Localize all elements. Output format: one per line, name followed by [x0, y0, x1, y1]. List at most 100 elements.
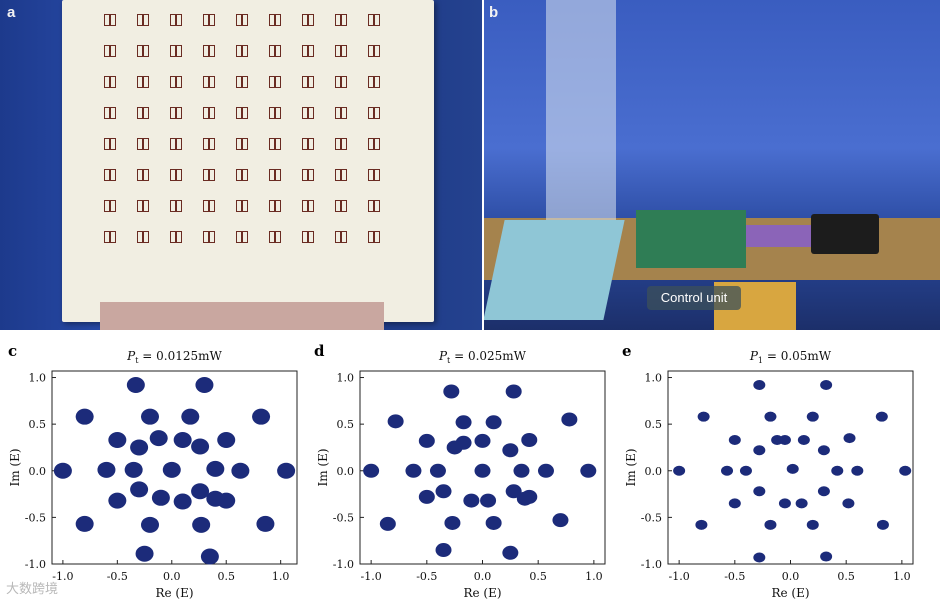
unit-cell — [368, 138, 380, 150]
constellation-point — [130, 439, 149, 456]
unit-cell — [269, 14, 281, 26]
unit-cell — [302, 231, 314, 243]
unit-cell — [137, 200, 149, 212]
unit-cell — [368, 169, 380, 181]
y-tick-label: -1.0 — [641, 558, 662, 571]
constellation-point — [552, 513, 569, 528]
constellation-point — [876, 519, 889, 530]
unit-cell — [137, 107, 149, 119]
constellation-point — [405, 463, 422, 478]
unit-cell — [104, 45, 116, 57]
constellation-point — [418, 489, 435, 504]
unit-cell — [170, 169, 182, 181]
constellation-point — [173, 431, 192, 448]
constellation-point — [75, 515, 94, 532]
unit-cell — [236, 200, 248, 212]
constellation-point — [764, 519, 777, 530]
y-tick-label: 1.0 — [645, 372, 663, 385]
unit-cell — [170, 200, 182, 212]
constellation-point — [831, 465, 844, 476]
constellation-point — [217, 431, 236, 448]
unit-cell — [203, 231, 215, 243]
constellation-point — [195, 376, 214, 393]
constellation-point — [53, 462, 72, 479]
constellation-point — [502, 443, 519, 458]
constellation-point — [778, 498, 791, 509]
constellation-point — [206, 460, 225, 477]
constellation-point — [899, 465, 912, 476]
panel-label-d: d — [314, 342, 325, 360]
constellation-point — [363, 463, 380, 478]
constellation-point — [753, 445, 766, 456]
x-tick-label: -1.0 — [361, 570, 382, 583]
unit-cell — [302, 14, 314, 26]
title-symbol: P — [438, 349, 448, 363]
constellation-point — [474, 463, 491, 478]
unit-cell — [170, 107, 182, 119]
constellation-point — [521, 432, 538, 447]
unit-cell — [137, 76, 149, 88]
x-tick-label: 0.0 — [782, 570, 800, 583]
unit-cell — [368, 14, 380, 26]
constellation-point — [435, 543, 452, 558]
y-tick-label: 1.0 — [337, 372, 355, 385]
unit-cell — [104, 200, 116, 212]
constellation-point — [446, 440, 463, 455]
ribbon-cables — [746, 225, 816, 247]
x-tick-label: -1.0 — [52, 570, 73, 583]
constellation-point — [505, 484, 522, 499]
unit-cell — [104, 76, 116, 88]
title-symbol: P — [749, 349, 759, 363]
y-tick-label: -0.5 — [25, 511, 46, 524]
constellation-point — [379, 516, 396, 531]
constellation-point — [124, 461, 143, 478]
constellation-point — [764, 411, 777, 422]
constellation-point — [141, 516, 159, 533]
constellation-point — [480, 493, 497, 508]
unit-cell — [368, 76, 380, 88]
x-tick-label: 0.0 — [474, 570, 492, 583]
x-axis-label: Re (E) — [463, 586, 501, 600]
constellation-point — [75, 408, 94, 425]
constellation-point — [485, 515, 502, 530]
unit-cell — [335, 231, 347, 243]
x-tick-label: 1.0 — [585, 570, 603, 583]
unit-cell — [368, 107, 380, 119]
constellation-point — [444, 515, 461, 530]
constellation-point — [108, 492, 127, 509]
unit-cell — [335, 138, 347, 150]
unit-cell — [236, 107, 248, 119]
unit-cell — [137, 169, 149, 181]
unit-cell — [302, 45, 314, 57]
constellation-point — [843, 433, 856, 444]
constellation-point — [728, 434, 741, 445]
constellation-point — [141, 408, 159, 425]
metasurface-board — [62, 0, 434, 322]
constellation-point — [786, 463, 799, 474]
unit-cell — [269, 138, 281, 150]
control-board — [636, 210, 746, 268]
unit-cell — [170, 76, 182, 88]
constellation-point — [806, 411, 819, 422]
constellation-point — [795, 498, 808, 509]
unit-cell — [137, 45, 149, 57]
constellation-point — [851, 465, 864, 476]
chart-e: P1 = 0.05mW -1.0 -0.5 0.0 0.5 1.0 1.0 0.5 0.0 -0.… — [624, 349, 914, 600]
constellation-point — [200, 548, 219, 565]
constellation-point — [256, 515, 275, 532]
x-tick-label: 0.5 — [217, 570, 235, 583]
constellation-point — [561, 412, 578, 427]
chart-title: P1 = 0.05mW — [749, 349, 832, 365]
foam-block — [484, 220, 625, 320]
unit-cell — [236, 14, 248, 26]
y-tick-label: 0.0 — [645, 465, 663, 478]
title-symbol: P — [126, 349, 136, 363]
constellation-point — [162, 461, 181, 478]
constellation-point — [149, 430, 168, 447]
constellation-point — [580, 463, 597, 478]
unit-cell — [269, 107, 281, 119]
chart-d: Pt = 0.025mW -1.0 -0.5 0.0 0.5 1.0 1.0 0.5 0.0 -0… — [316, 349, 606, 600]
constellation-point — [753, 379, 766, 390]
panel-label-b: b — [489, 4, 499, 21]
unit-cell — [104, 169, 116, 181]
